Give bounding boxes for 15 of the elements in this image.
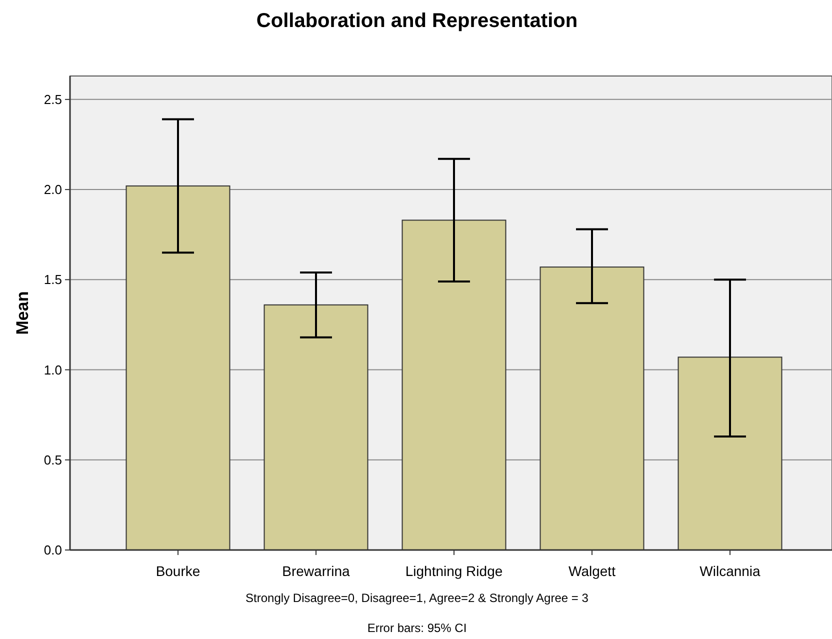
y-tick-label: 2.5 <box>44 92 62 107</box>
y-tick-label: 0.0 <box>44 542 62 558</box>
x-tick-label: Wilcannia <box>700 563 761 579</box>
x-tick-label: Walgett <box>568 563 616 579</box>
x-tick-label: Brewarrina <box>282 563 350 579</box>
chart-title: Collaboration and Representation <box>256 10 578 32</box>
y-tick-label: 1.5 <box>44 272 62 288</box>
y-tick-label: 1.0 <box>44 362 62 378</box>
y-axis-title: Mean <box>13 291 32 335</box>
x-tick-label: Bourke <box>156 563 200 579</box>
y-tick-label: 2.0 <box>44 182 62 198</box>
text: Strongly Disagree=0, Disagree=1, Agree=2 & Strongly Agree = 3 <box>246 591 589 605</box>
y-tick-label: 0.5 <box>44 452 62 468</box>
x-tick-label: Lightning Ridge <box>405 563 503 579</box>
text: Error bars: 95% CI <box>367 621 467 635</box>
